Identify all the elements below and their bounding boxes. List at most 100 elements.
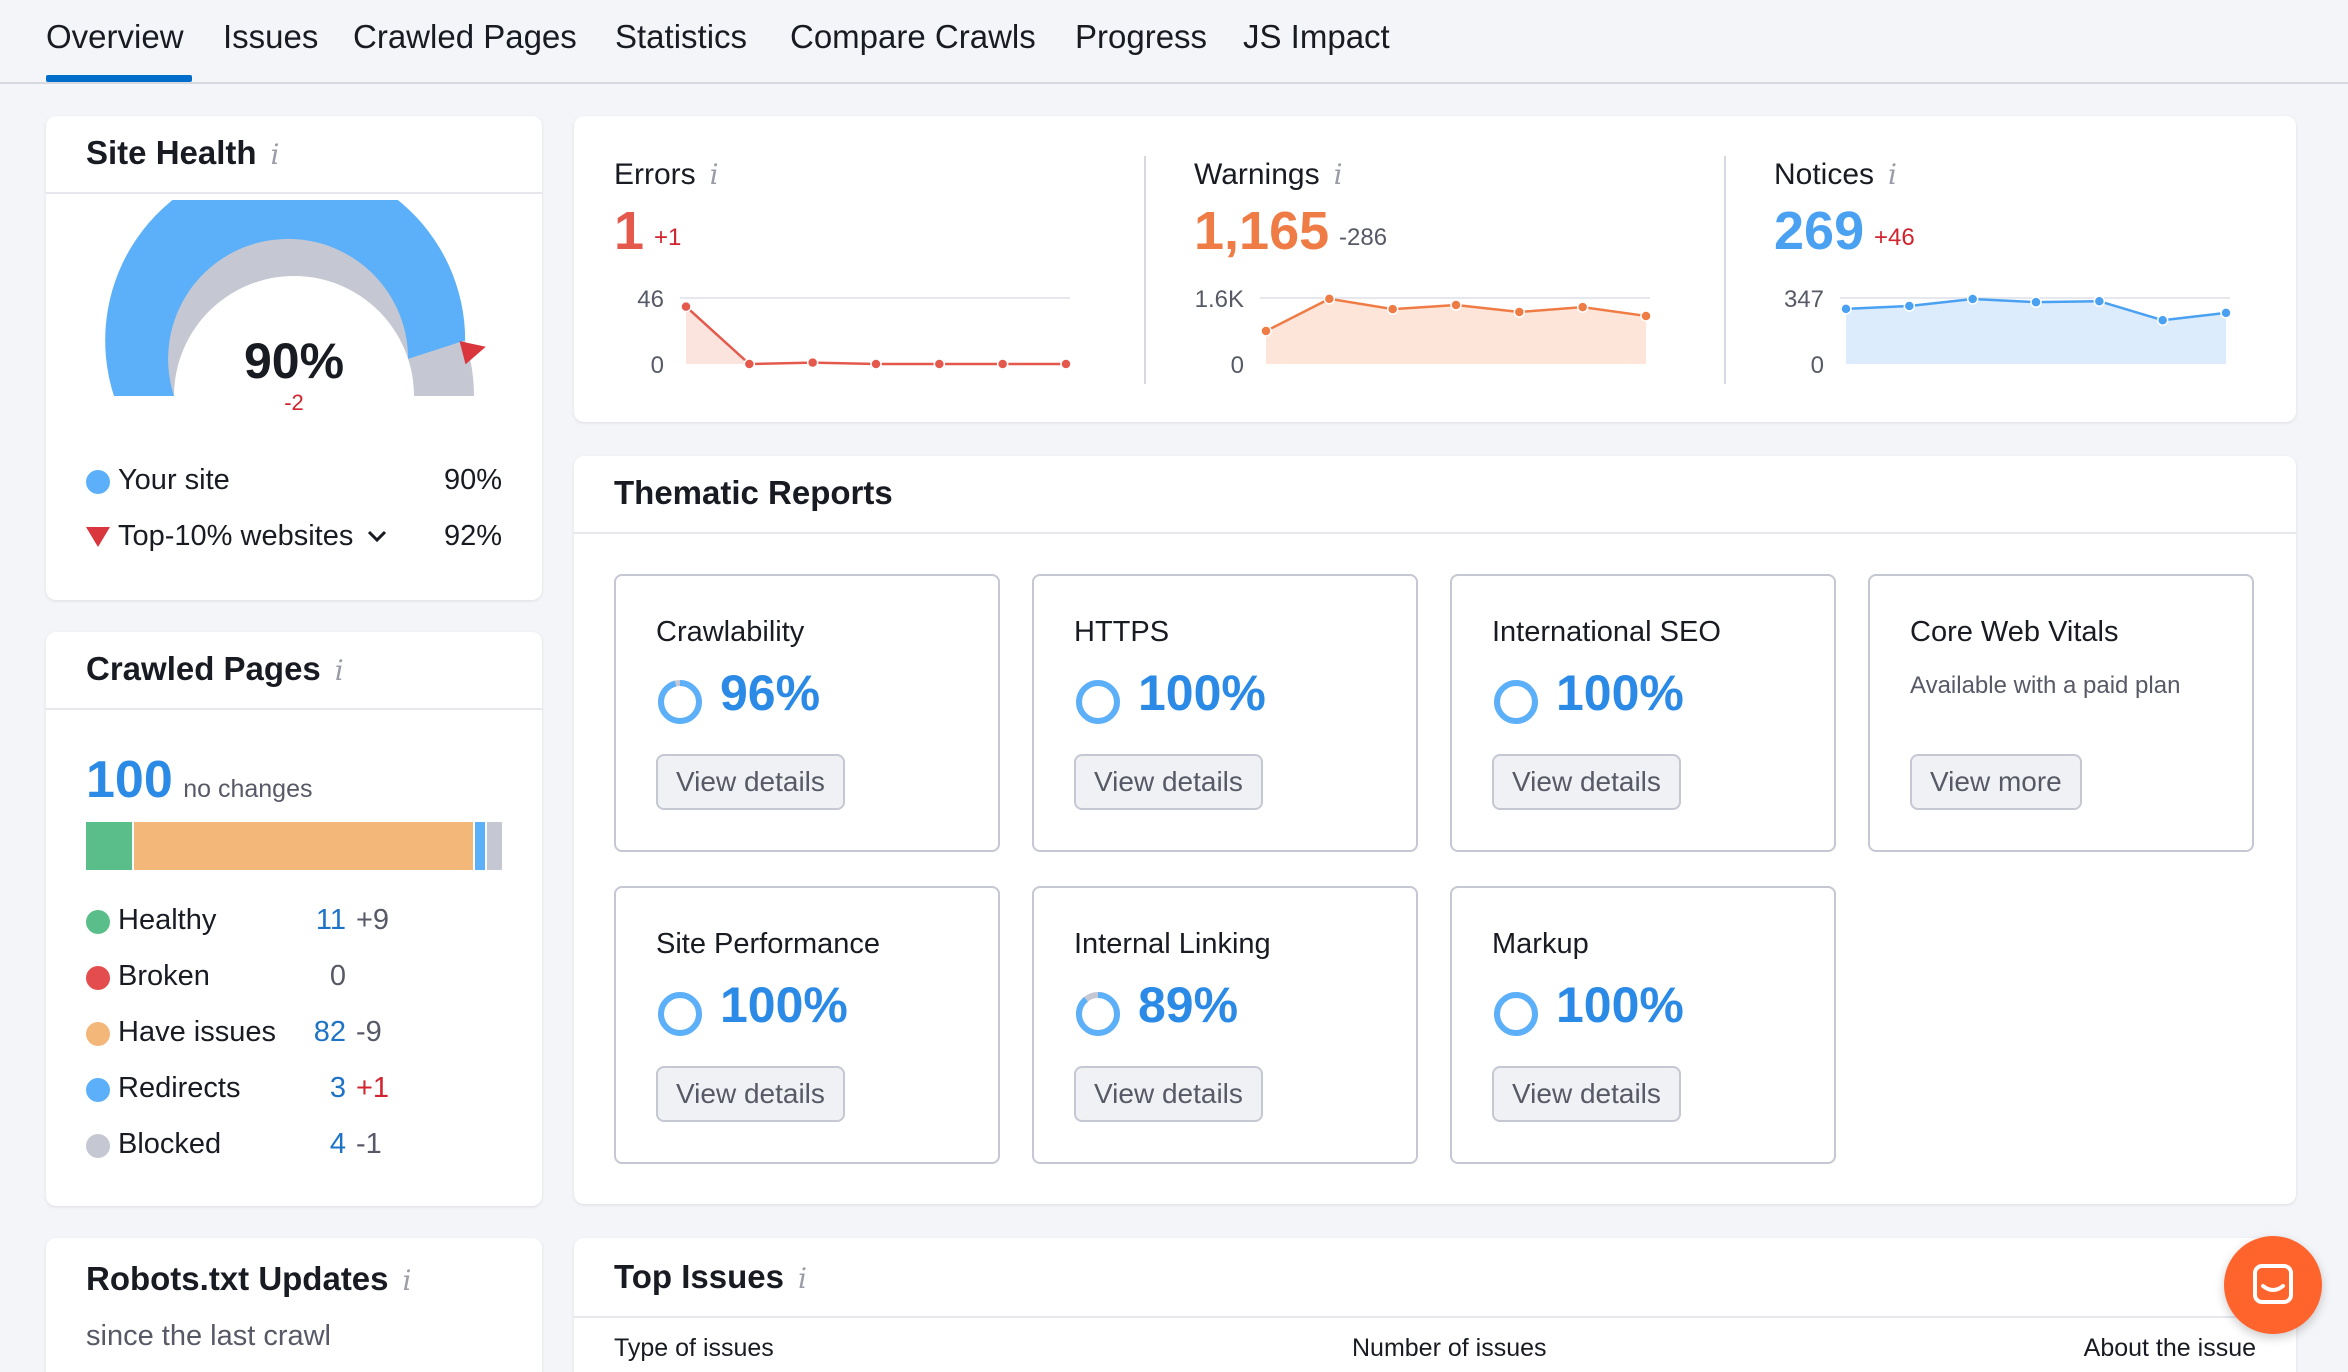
report-subtitle: Available with a paid plan <box>1910 672 2181 699</box>
chat-icon <box>2253 1264 2293 1304</box>
warnings-point[interactable] <box>1576 301 1589 313</box>
progress-ring-icon <box>658 680 702 724</box>
blocked-count[interactable]: 4 <box>329 1128 346 1160</box>
broken-count: 0 <box>329 960 346 992</box>
tab-issues[interactable]: Issues <box>223 18 319 55</box>
tab-js-impact[interactable]: JS Impact <box>1243 18 1390 55</box>
notices-axis-max: 347 <box>1783 286 1824 313</box>
errors-point[interactable] <box>933 358 946 370</box>
crawled-pages-bar[interactable] <box>86 822 502 870</box>
warnings-point[interactable] <box>1450 299 1462 311</box>
notices-point[interactable] <box>2220 307 2232 319</box>
redirects-delta: +1 <box>356 1072 390 1104</box>
warnings-point[interactable] <box>1260 325 1272 337</box>
view-details-button[interactable]: View details <box>656 754 845 810</box>
errors-point[interactable] <box>1060 358 1072 370</box>
report-score: 100% <box>720 977 848 1033</box>
have-issues-delta: -9 <box>356 1016 382 1048</box>
warnings-sparkline[interactable] <box>1260 294 1660 374</box>
site-health-header: Site Health i <box>46 116 542 194</box>
info-icon[interactable]: i <box>797 1262 807 1295</box>
info-icon[interactable]: i <box>709 158 719 191</box>
errors-point[interactable] <box>870 358 882 370</box>
report-score: 100% <box>1556 977 1684 1033</box>
tab-progress[interactable]: Progress <box>1075 18 1208 55</box>
top-issues-header: Top Issues i <box>574 1238 2296 1318</box>
have-issues-label: Have issues <box>118 1016 276 1048</box>
chevron-down-icon[interactable] <box>367 530 387 544</box>
errors-point[interactable] <box>743 358 756 370</box>
warnings-point[interactable] <box>1640 310 1652 322</box>
info-icon[interactable]: i <box>1888 158 1898 191</box>
bar-segment-healthy[interactable] <box>86 822 132 870</box>
notices-point[interactable] <box>2030 296 2042 308</box>
notices-point[interactable] <box>1840 303 1852 315</box>
column-header-count[interactable]: Number of issues <box>1352 1334 1547 1362</box>
errors-value[interactable]: 1 <box>614 201 645 261</box>
redirects-label: Redirects <box>118 1072 241 1104</box>
report-name: Crawlability <box>656 616 805 648</box>
progress-ring-icon <box>1076 992 1120 1036</box>
view-more-button[interactable]: View more <box>1910 754 2082 810</box>
warnings-value[interactable]: 1,165 <box>1194 201 1330 261</box>
notices-value[interactable]: 269 <box>1774 201 1865 261</box>
have-issues-count[interactable]: 82 <box>313 1016 346 1048</box>
notices-point[interactable] <box>2093 295 2106 307</box>
tab-crawled-pages[interactable]: Crawled Pages <box>353 18 577 55</box>
redirects-count[interactable]: 3 <box>329 1072 346 1104</box>
view-details-button[interactable]: View details <box>1492 1066 1681 1122</box>
view-details-button[interactable]: View details <box>1074 1066 1263 1122</box>
view-details-button[interactable]: View details <box>1492 754 1681 810</box>
bar-segment-blocked[interactable] <box>485 822 502 870</box>
report-score: 96% <box>720 665 821 721</box>
report-score: 100% <box>1556 665 1684 721</box>
tab-compare-crawls[interactable]: Compare Crawls <box>790 18 1036 55</box>
crawled-total-value[interactable]: 100 <box>86 751 173 809</box>
notices-axis-min: 0 <box>1810 352 1824 379</box>
thematic-reports-card: Thematic Reports Crawlability 96% View det… <box>574 456 2296 1204</box>
report-name: Markup <box>1492 928 1589 960</box>
report-card-https: HTTPS 100% View details <box>1032 574 1418 852</box>
top10-marker-icon <box>459 341 486 365</box>
warnings-point[interactable] <box>1323 294 1336 305</box>
healthy-count[interactable]: 11 <box>315 904 346 936</box>
info-icon[interactable]: i <box>402 1264 412 1297</box>
notices-area <box>1846 298 2226 364</box>
errors-point[interactable] <box>806 356 819 369</box>
info-icon[interactable]: i <box>1333 158 1343 191</box>
notices-sparkline[interactable] <box>1840 294 2240 374</box>
bar-segment-redirects[interactable] <box>472 822 486 870</box>
crawled-total: 100 no changes <box>86 750 313 810</box>
errors-sparkline[interactable] <box>680 294 1080 374</box>
view-details-button[interactable]: View details <box>656 1066 845 1122</box>
blocked-delta: -1 <box>356 1128 382 1160</box>
warnings-point[interactable] <box>1386 303 1399 315</box>
warnings-area <box>1266 298 1646 364</box>
notices-point[interactable] <box>1903 300 1916 312</box>
top10-label[interactable]: Top-10% websites <box>118 520 387 553</box>
info-icon[interactable]: i <box>270 138 280 171</box>
notices-point[interactable] <box>2156 314 2169 327</box>
tab-overview[interactable]: Overview <box>46 18 184 55</box>
broken-label: Broken <box>118 960 210 992</box>
your-site-label: Your site <box>118 464 230 496</box>
chat-button[interactable] <box>2224 1236 2322 1334</box>
tab-statistics[interactable]: Statistics <box>615 18 748 55</box>
report-card-crawlability: Crawlability 96% View details <box>614 574 1000 852</box>
errors-delta: +1 <box>654 224 682 251</box>
report-card-core-web-vitals: Core Web Vitals Available with a paid pla… <box>1868 574 2254 852</box>
notices-point[interactable] <box>1966 294 1979 305</box>
warnings-point[interactable] <box>1513 306 1526 318</box>
errors-point[interactable] <box>996 358 1009 370</box>
redirects-dot <box>86 1078 110 1102</box>
notices-delta: +46 <box>1874 224 1915 251</box>
gauge-fill <box>105 200 466 396</box>
warnings-label: Warnings i <box>1194 158 1343 191</box>
view-details-button[interactable]: View details <box>1074 754 1263 810</box>
info-icon[interactable]: i <box>334 654 344 687</box>
errors-point[interactable] <box>680 300 692 313</box>
have-issues-dot <box>86 1022 110 1046</box>
bar-segment-have-issues[interactable] <box>131 822 473 870</box>
report-card-site-performance: Site Performance 100% View details <box>614 886 1000 1164</box>
column-header-type[interactable]: Type of issues <box>614 1334 774 1362</box>
